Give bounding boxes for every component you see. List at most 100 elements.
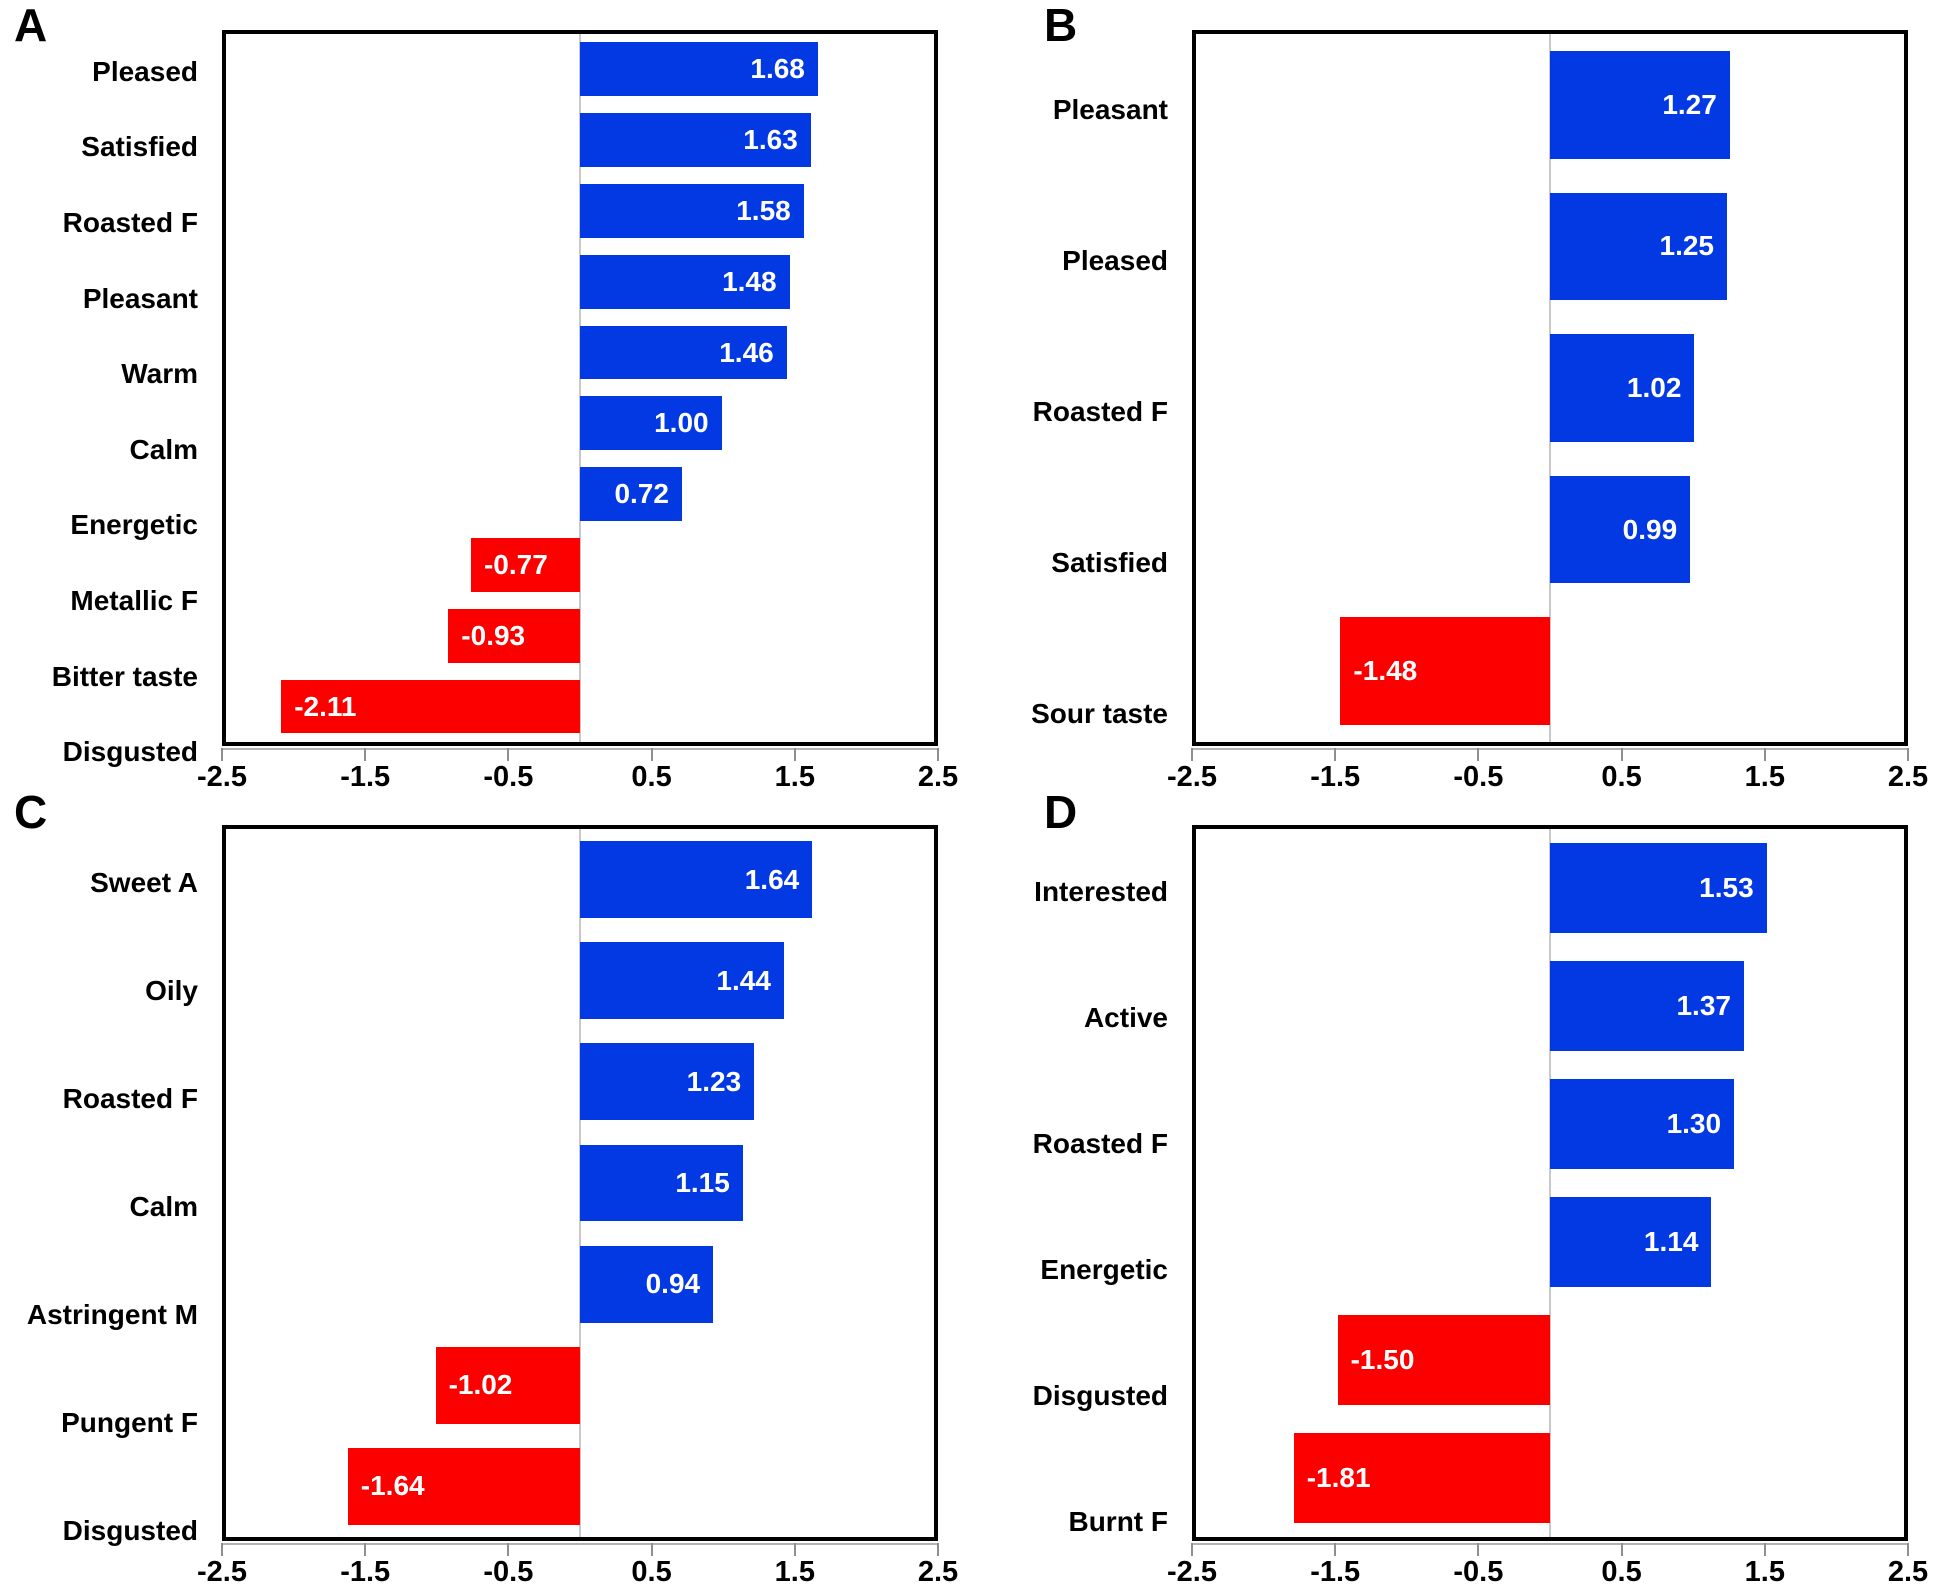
zero-line [1549,829,1551,1537]
x-axis-tick-mark [1763,1543,1766,1556]
panel-c-plot-column: 1.64 1.44 1.23 1.15 0.94 -1.02 -1.64 -2.5 -1.5 -… [197,825,958,1589]
bar-value-label: -1.02 [448,1369,513,1401]
bar-row: 1.46 [226,317,934,388]
bar-row: 0.99 [1196,459,1904,601]
panel-b-plot-area: 1.27 1.25 1.02 0.99 -1.48 [1192,30,1908,746]
bar: -2.11 [281,679,580,734]
bar-value-label: 1.48 [722,265,777,297]
bar: -0.93 [448,608,580,663]
category-label: Pleased [1062,244,1168,276]
bar-row: 1.68 [226,34,934,105]
panel-d-category-axis: Interested Active Roasted F Energetic Disgus… [970,825,1192,1589]
panel-b-category-axis: Pleasant Pleased Roasted F Satisfied Sour ta… [970,30,1192,794]
category-label: Active [1083,1002,1168,1033]
bar-value-label: 1.63 [743,124,798,156]
bar-value-label: 1.23 [686,1065,742,1097]
category-label: Roasted F [1032,396,1168,427]
panel-d-chart: Interested Active Roasted F Energetic Disgus… [970,825,1939,1589]
x-axis-tick-label: -1.5 [1310,761,1361,793]
panel-b: B Pleasant Pleased Roasted F Satisfied Sour … [970,0,1939,792]
x-axis-tick-label: -2.5 [197,1556,247,1588]
bar-row: 1.48 [226,246,934,317]
category-label: Interested [1034,876,1168,907]
x-axis-tick-mark [507,1543,510,1556]
bar: -1.48 [1340,617,1550,725]
x-axis-tick-label: -0.5 [483,1556,534,1588]
category-label: Satisfied [81,131,198,163]
bar-row: 1.53 [1196,829,1904,947]
bar-value-label: -0.93 [461,619,526,651]
bar-value-label: 1.44 [716,964,771,996]
panel-c-chart: Sweet A Oily Roasted F Calm Astringent M Pung… [0,825,970,1589]
bar-value-label: 0.99 [1622,513,1678,545]
x-axis-tick-mark [221,1543,223,1556]
bar: 1.53 [1550,843,1767,933]
x-axis-tick-label: -0.5 [483,761,534,793]
bar: -0.77 [470,538,580,592]
bar: 1.14 [1550,1197,1712,1287]
x-axis-tick-mark [1191,748,1193,761]
category-label: Disgusted [62,1515,198,1546]
category-label: Energetic [1040,1254,1168,1285]
category-label: Pungent F [61,1407,198,1438]
x-axis-tick-label: 0.5 [631,761,672,793]
bar-row: -2.11 [226,671,934,742]
x-axis-tick-label: 2.5 [917,761,959,793]
bar-row: 1.58 [226,176,934,247]
panel-a-category-axis: Pleased Satisfied Roasted F Pleasant Warm Cal… [0,30,222,794]
x-axis-tick-label: 2.5 [1887,761,1929,793]
category-label: Disgusted [62,736,198,768]
panel-d: D Interested Active Roasted F Energetic Disg… [970,786,1939,1587]
axis-shadow-line [222,1543,938,1545]
x-axis-tick-label: 1.5 [774,761,815,793]
panel-c: C Sweet A Oily Roasted F Calm Astringent M Pu… [0,787,970,1587]
bar-row: -0.93 [226,600,934,671]
x-axis-tick-mark [650,748,653,761]
bar-row: 0.72 [226,459,934,530]
panel-c-plot-area: 1.64 1.44 1.23 1.15 0.94 -1.02 -1.64 [222,825,938,1541]
x-axis-tick-label: 1.5 [1744,1556,1785,1588]
x-axis-tick-label: -2.5 [1167,1556,1217,1588]
bar: 1.63 [580,113,811,168]
x-axis-tick-label: -1.5 [1310,1556,1361,1588]
x-axis-tick-label: -1.5 [340,1556,391,1588]
bar: 1.27 [1550,50,1730,159]
bar-row: 0.94 [226,1234,934,1335]
bar: -1.02 [435,1346,580,1424]
bar-row: -1.50 [1196,1301,1904,1419]
panel-d-letter: D [1044,786,1078,838]
bar: 1.02 [1550,334,1695,442]
bar-row: 1.23 [226,1031,934,1132]
x-axis-tick-mark [1620,1543,1623,1556]
category-label: Metallic F [70,584,198,616]
x-axis-tick-label: -2.5 [197,761,247,793]
bar-value-label: 1.30 [1666,1107,1722,1139]
x-axis-tick-label: -1.5 [340,761,391,793]
x-axis-tick-label: 2.5 [1887,1556,1929,1588]
x-axis-tick-mark [1763,748,1766,761]
bar: 1.25 [1550,192,1727,301]
x-axis-tick-mark [793,748,796,761]
panel-d-x-axis: -2.5 -1.5 -0.5 0.5 1.5 2.5 [1167,1541,1928,1589]
bar-row: 1.14 [1196,1183,1904,1301]
panel-d-plot-area: 1.53 1.37 1.30 1.14 -1.50 -1.81 [1192,825,1908,1541]
bar: 1.37 [1550,961,1744,1051]
bar-row: -1.48 [1196,600,1904,742]
bar: -1.64 [347,1447,580,1525]
category-label: Calm [129,433,198,465]
x-axis-tick-mark [364,748,367,761]
x-axis-tick-mark [1907,1543,1909,1556]
bar-row: 1.27 [1196,34,1904,176]
category-label: Warm [121,358,198,390]
x-axis-tick-label: 2.5 [917,1556,959,1588]
bar-row: 1.15 [226,1132,934,1233]
category-label: Calm [129,1191,198,1222]
x-axis-tick-mark [937,748,939,761]
panel-a: A Pleased Satisfied Roasted F Pleasant Warm C… [0,0,970,792]
bar: -1.81 [1293,1433,1550,1523]
bar: 1.58 [580,184,804,238]
bar: 0.72 [580,467,682,522]
zero-line [579,34,581,742]
bar-row: 1.37 [1196,947,1904,1065]
bar: 1.64 [580,841,813,918]
